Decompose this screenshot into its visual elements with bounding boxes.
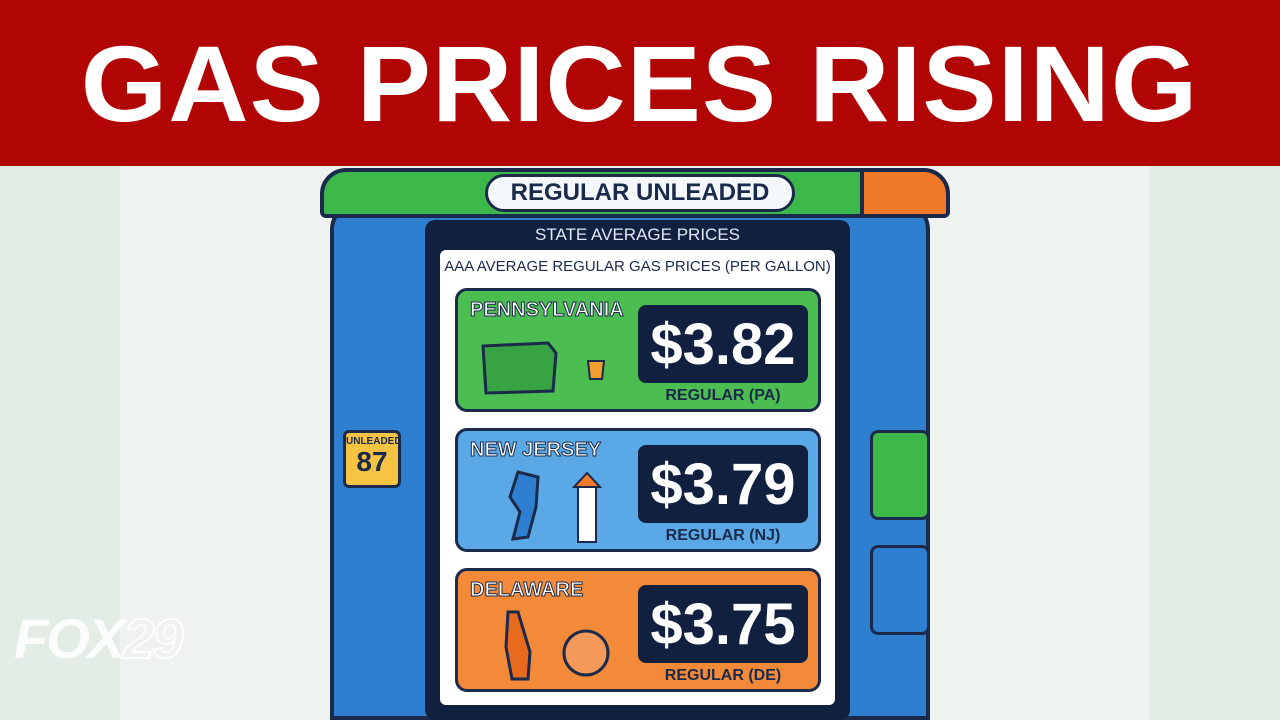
keypad	[870, 545, 930, 635]
state-icons	[508, 470, 603, 543]
grade-label: UNLEADED	[346, 436, 402, 447]
subheader: STATE AVERAGE PRICES	[535, 225, 740, 244]
price-label: REGULAR (DE)	[664, 667, 782, 684]
state-card: NEW JERSEY $3.79 REGULAR (NJ)	[455, 428, 821, 552]
bg-left	[0, 166, 120, 720]
logo-brand: FOX	[14, 607, 125, 670]
price: $3.82	[638, 305, 808, 383]
state-name: PENNSYLVANIA	[470, 299, 625, 322]
state-card: PENNSYLVANIA $3.82 REGULAR (PA)	[455, 288, 821, 412]
grade: 87	[356, 446, 388, 477]
price: $3.79	[638, 445, 808, 523]
keypad	[870, 430, 930, 520]
state-icons	[504, 610, 610, 681]
state-icons	[481, 341, 606, 395]
grade-badge: UNLEADED 87	[343, 430, 402, 488]
price-label: REGULAR (NJ)	[665, 527, 781, 544]
board-title: AAA AVERAGE REGULAR GAS PRICES (PER GALL…	[444, 258, 831, 275]
price-label: REGULAR (PA)	[665, 387, 781, 404]
pump-cap-right	[860, 168, 950, 218]
state-card: DELAWARE $3.75 REGULAR (DE)	[455, 568, 821, 692]
logo-number: 29	[122, 606, 184, 671]
bg-right	[1150, 166, 1280, 720]
price: $3.75	[638, 585, 808, 663]
state-name: NEW JERSEY	[469, 439, 602, 462]
headline: GAS PRICES RISING	[81, 22, 1199, 144]
logo: FOX29	[14, 606, 184, 671]
state-name: DELAWARE	[469, 579, 584, 602]
banner: GAS PRICES RISING	[0, 0, 1280, 166]
pump-header: REGULAR UNLEADED	[485, 174, 795, 212]
